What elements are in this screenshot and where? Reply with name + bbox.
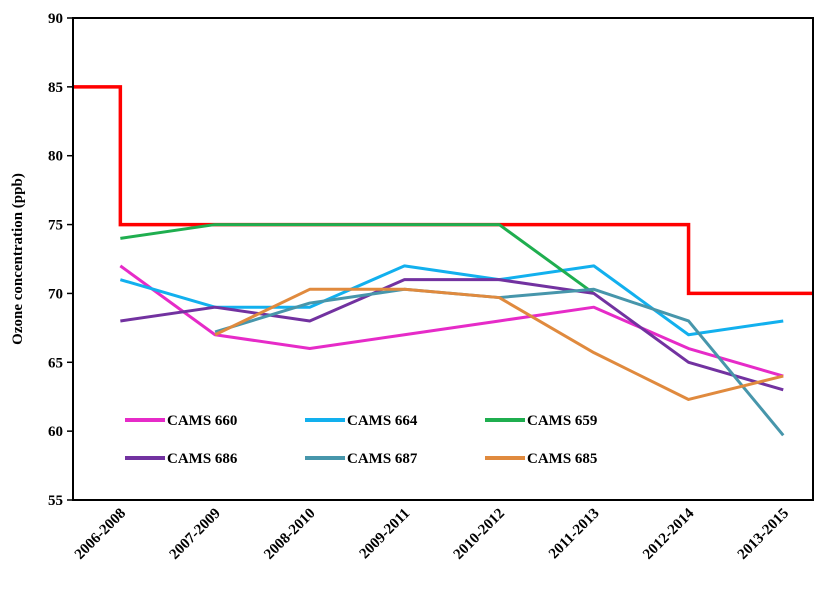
y-axis-label: Ozone concentration (ppb) <box>10 173 26 345</box>
legend-label: CAMS 660 <box>167 413 237 429</box>
x-tick-label: 2007-2009 <box>167 506 224 563</box>
y-tick-label: 85 <box>48 80 63 96</box>
x-tick-label: 2006-2008 <box>72 506 129 563</box>
y-tick-label: 80 <box>48 149 63 165</box>
y-tick-label: 55 <box>48 493 63 509</box>
series-line <box>120 278 784 392</box>
legend-label: CAMS 664 <box>347 413 418 429</box>
x-tick-label: 2011-2013 <box>546 506 603 563</box>
legend-label: CAMS 687 <box>347 451 418 467</box>
x-tick-label: 2012-2014 <box>640 505 698 563</box>
y-tick-label: 75 <box>48 218 63 234</box>
series-line <box>120 223 595 295</box>
y-tick-label: 60 <box>48 424 63 440</box>
y-tick-label: 90 <box>48 11 63 27</box>
y-tick-label: 65 <box>48 355 63 371</box>
series-line <box>119 264 784 378</box>
series-line <box>119 264 784 337</box>
legend-label: CAMS 686 <box>167 451 238 467</box>
legend-label: CAMS 685 <box>527 451 597 467</box>
legend-label: CAMS 659 <box>527 413 597 429</box>
x-tick-label: 2009-2011 <box>357 506 414 563</box>
x-tick-label: 2013-2015 <box>735 506 792 563</box>
series-line <box>214 287 785 437</box>
series-line <box>214 287 784 401</box>
standard-line <box>73 85 813 296</box>
y-tick-label: 70 <box>48 286 63 302</box>
x-tick-label: 2010-2012 <box>451 506 508 563</box>
plot-frame <box>72 17 814 501</box>
x-tick-label: 2008-2010 <box>261 506 318 563</box>
